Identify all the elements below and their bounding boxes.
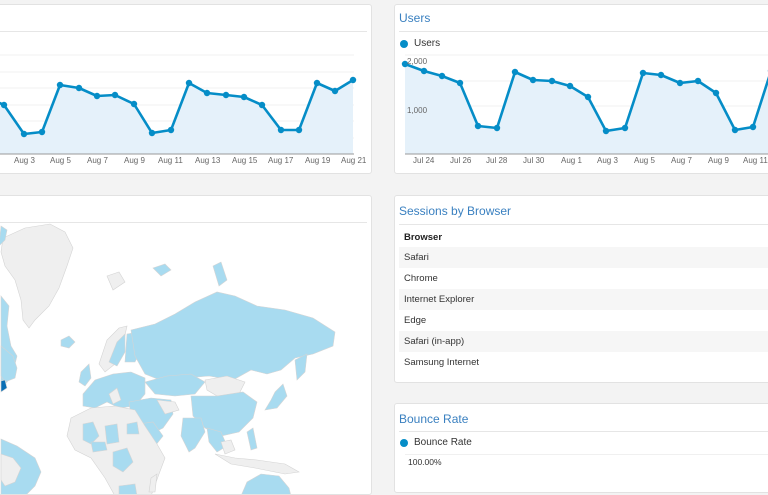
legend-dot-icon <box>400 439 408 447</box>
table-row[interactable]: Safari (in-app) <box>399 331 768 352</box>
x-label: Aug 21 <box>341 156 366 165</box>
sessions-line-chart[interactable] <box>0 5 372 174</box>
x-label: Aug 9 <box>708 156 729 165</box>
table-row[interactable]: Edge <box>399 310 768 331</box>
x-label: Aug 13 <box>195 156 220 165</box>
x-label: Aug 11 <box>743 156 768 165</box>
x-label: Aug 19 <box>305 156 330 165</box>
x-label: Jul 28 <box>486 156 507 165</box>
x-label: Aug 17 <box>268 156 293 165</box>
browser-table: Browser Safari Chrome Internet Explorer … <box>399 227 768 373</box>
x-label: Jul 26 <box>450 156 471 165</box>
users-x-axis: Jul 24 Jul 26 Jul 28 Jul 30 Aug 1 Aug 3 … <box>395 156 768 170</box>
table-row[interactable]: Chrome <box>399 268 768 289</box>
users-chart-panel: Users Users 2,000 1,000 Jul 24 Jul 26 Ju… <box>394 4 768 174</box>
table-row[interactable]: Safari <box>399 247 768 268</box>
sessions-chart-panel: Aug 3 Aug 5 Aug 7 Aug 9 Aug 11 Aug 13 Au… <box>0 4 372 174</box>
table-row[interactable]: Internet Explorer <box>399 289 768 310</box>
legend-label: Bounce Rate <box>414 437 472 448</box>
y-label: 1,000 <box>407 106 427 115</box>
world-map[interactable] <box>0 196 372 495</box>
x-label: Aug 7 <box>671 156 692 165</box>
x-label: Aug 1 <box>561 156 582 165</box>
panel-title: Bounce Rate <box>399 412 468 426</box>
x-label: Aug 5 <box>634 156 655 165</box>
users-line-chart[interactable] <box>395 5 768 174</box>
panel-title: Sessions by Browser <box>399 204 511 218</box>
x-label: Jul 24 <box>413 156 434 165</box>
x-label: Aug 7 <box>87 156 108 165</box>
x-label: Aug 3 <box>14 156 35 165</box>
sessions-x-axis: Aug 3 Aug 5 Aug 7 Aug 9 Aug 11 Aug 13 Au… <box>0 156 372 170</box>
table-row[interactable]: Samsung Internet <box>399 352 768 373</box>
x-label: Aug 9 <box>124 156 145 165</box>
panel-divider <box>399 224 768 225</box>
sessions-by-country-map-panel <box>0 195 372 495</box>
y-label: 100.00% <box>408 457 442 467</box>
y-label: 2,000 <box>407 57 427 66</box>
x-label: Aug 5 <box>50 156 71 165</box>
table-header-browser[interactable]: Browser <box>399 227 768 247</box>
x-label: Aug 15 <box>232 156 257 165</box>
chart-gridline <box>405 454 768 455</box>
bounce-rate-legend[interactable]: Bounce Rate <box>400 437 472 448</box>
sessions-by-browser-panel: Sessions by Browser Browser Safari Chrom… <box>394 195 768 383</box>
x-label: Jul 30 <box>523 156 544 165</box>
x-label: Aug 3 <box>597 156 618 165</box>
x-label: Aug 11 <box>158 156 183 165</box>
panel-divider <box>399 431 768 432</box>
